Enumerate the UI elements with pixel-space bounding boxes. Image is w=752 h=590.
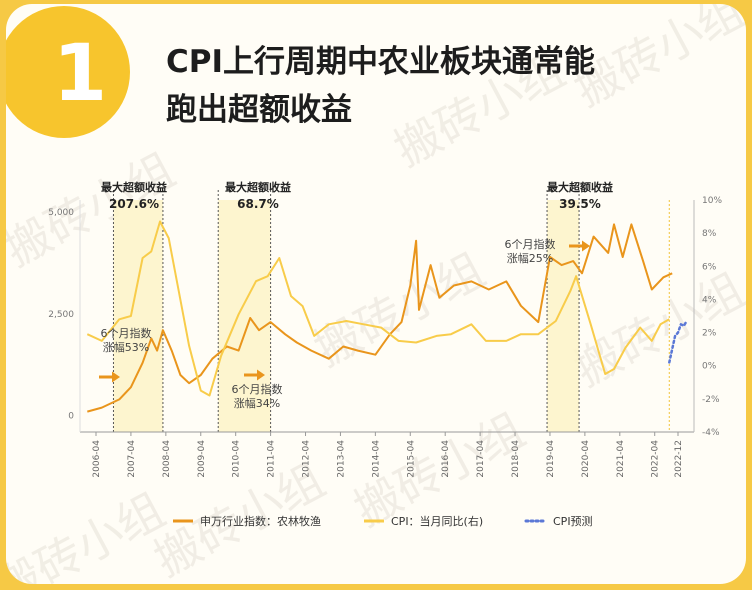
max-excess-value-1: 207.6% [109,197,159,211]
six-month-label-1: 6个月指数 [101,326,152,340]
y-right-tick-label: 6% [702,262,717,272]
x-tick-label: 2018-04 [511,440,521,478]
highlight-period-2 [218,200,271,432]
y-right-tick-label: 0% [702,362,717,372]
six-month-value-2: 涨幅34% [234,397,280,410]
x-tick-label: 2012-04 [302,440,312,478]
max-excess-label-1: 最大超额收益 [101,180,167,194]
agri-index-line [87,223,673,413]
six-month-value-3: 涨幅25% [507,252,553,265]
y-left-tick-label: 0 [68,412,74,422]
max-excess-value-3: 39.5% [559,197,601,211]
arrow-icon [244,369,265,381]
series-lines [86,220,688,413]
max-excess-label-3: 最大超额收益 [547,180,613,194]
x-tick-label: 2021-04 [616,440,626,478]
x-tick-label: 2010-04 [232,440,242,478]
x-tick-label: 2009-04 [197,440,207,478]
x-tick-label: 2014-04 [371,440,381,478]
x-tick-label: 2019-04 [546,440,556,478]
x-tick-label: 2016-04 [441,440,451,478]
y-right-tick-label: 2% [702,329,717,339]
chart-card: 搬砖小组 搬砖小组 搬砖小组 搬砖小组 搬砖小组 搬砖小组 搬砖小组 搬砖小组 … [6,4,746,584]
highlight-periods [113,200,580,432]
x-tick-label: 2015-04 [406,440,416,478]
cpi-line [86,220,670,397]
arrow-icon [569,240,590,252]
y-right-tick-label: 8% [702,229,717,239]
legend: 申万行业指数：农林牧渔 CPI：当月同比(右) CPI预测 [173,514,593,528]
axes: 0 2,500 5,000 -4% -2% 0% 2% 4% 6% 8% 10% 2006-04 200… [48,196,722,478]
annotations: 最大超额收益207.6%最大超额收益68.7%最大超额收益39.5%6个月指数涨… [99,180,613,410]
x-tick-label: 2017-04 [476,440,486,478]
max-excess-value-2: 68.7% [237,197,279,211]
y-right-tick-label: -2% [702,395,720,405]
x-tick-label: 2007-04 [127,440,137,478]
y-left-tick-label: 5,000 [48,208,74,218]
title-line-1: CPI上行周期中农业板块通常能 [166,44,596,80]
x-tick-label: 2011-04 [267,440,277,478]
page-title: CPI上行周期中农业板块通常能 跑出超额收益 [166,38,726,134]
x-tick-label: 2008-04 [162,440,172,478]
legend-label-agri-index: 申万行业指数：农林牧渔 [200,514,321,528]
six-month-label-2: 6个月指数 [232,382,283,396]
x-tick-label: 2022-04 [651,440,661,478]
step-number: 1 [52,29,108,119]
cpi-forecast-line [668,319,688,364]
step-badge [6,6,130,138]
highlight-period-3 [547,200,580,432]
legend-label-cpi-forecast: CPI预测 [553,515,593,528]
title-line-2: 跑出超额收益 [166,92,352,128]
y-right-tick-label: 10% [702,196,722,206]
y-right-tick-label: -4% [702,428,720,438]
arrow-icon [99,371,120,383]
max-excess-label-2: 最大超额收益 [225,180,291,194]
y-left-tick-label: 2,500 [48,310,74,320]
x-tick-label: 2020-04 [581,440,591,478]
x-tick-label: 2006-04 [92,440,102,478]
six-month-label-3: 6个月指数 [505,237,556,251]
legend-label-cpi: CPI：当月同比(右) [391,514,483,528]
six-month-value-1: 涨幅53% [103,341,149,354]
x-tick-label: 2022-12 [674,440,684,478]
period-boundaries [112,190,670,432]
y-right-tick-label: 4% [702,295,717,305]
cpi-agri-chart: 0 2,500 5,000 -4% -2% 0% 2% 4% 6% 8% 10% 2006-04 200… [48,180,722,528]
x-tick-label: 2013-04 [336,440,346,478]
